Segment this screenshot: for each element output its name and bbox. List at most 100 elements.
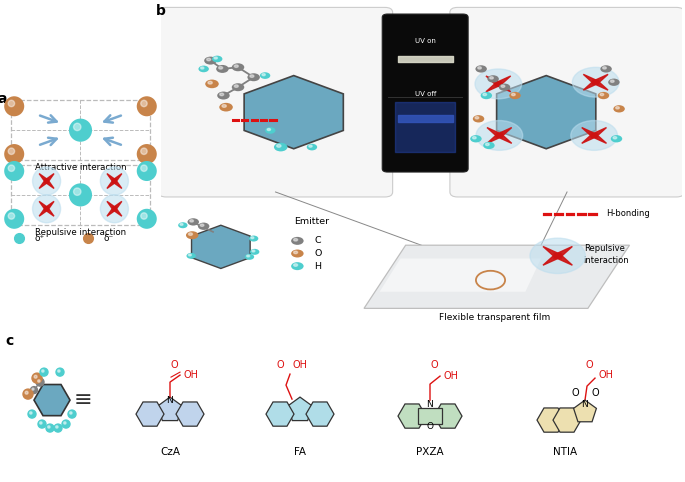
Circle shape [486, 143, 489, 146]
Polygon shape [543, 246, 560, 257]
Polygon shape [584, 81, 598, 90]
Circle shape [509, 92, 521, 99]
Circle shape [4, 96, 24, 116]
Polygon shape [590, 133, 596, 137]
Text: OH: OH [293, 360, 308, 370]
Text: H-bonding: H-bonding [606, 209, 650, 218]
Text: N: N [427, 400, 434, 409]
Polygon shape [553, 408, 581, 432]
Text: H: H [314, 262, 321, 271]
FancyBboxPatch shape [158, 7, 393, 197]
Polygon shape [592, 80, 598, 83]
Circle shape [250, 249, 260, 255]
Circle shape [4, 161, 24, 181]
Polygon shape [594, 74, 608, 83]
Text: Emitter: Emitter [294, 217, 329, 226]
Text: PXZA: PXZA [416, 447, 444, 457]
Circle shape [512, 94, 515, 96]
Polygon shape [113, 201, 122, 210]
Polygon shape [45, 179, 49, 182]
Text: UV on: UV on [415, 38, 436, 44]
Circle shape [483, 94, 486, 96]
Text: δ⁺: δ⁺ [34, 234, 45, 242]
Circle shape [29, 412, 32, 414]
Polygon shape [592, 134, 606, 143]
Polygon shape [136, 402, 164, 426]
Circle shape [600, 94, 603, 96]
Circle shape [38, 420, 46, 428]
Polygon shape [543, 254, 560, 265]
Text: CzA: CzA [160, 447, 180, 457]
Circle shape [603, 67, 606, 69]
Circle shape [220, 93, 224, 96]
Circle shape [247, 73, 260, 81]
Circle shape [473, 115, 484, 122]
Polygon shape [497, 134, 512, 143]
Circle shape [217, 92, 229, 99]
Circle shape [186, 253, 196, 259]
Polygon shape [306, 402, 334, 426]
Circle shape [36, 378, 44, 386]
Circle shape [608, 79, 620, 86]
Circle shape [42, 370, 44, 372]
Text: FA: FA [294, 447, 306, 457]
Text: a: a [0, 93, 7, 107]
Polygon shape [112, 207, 116, 210]
Polygon shape [594, 81, 608, 90]
Text: b: b [155, 4, 166, 18]
Circle shape [475, 117, 479, 119]
Circle shape [251, 237, 254, 239]
Circle shape [73, 123, 81, 131]
Circle shape [600, 65, 612, 73]
Text: O: O [591, 388, 599, 398]
Polygon shape [113, 207, 122, 216]
Circle shape [38, 380, 40, 382]
Circle shape [25, 391, 28, 394]
Circle shape [610, 80, 614, 82]
Circle shape [291, 262, 303, 270]
Circle shape [477, 67, 482, 69]
Circle shape [274, 143, 288, 151]
Polygon shape [497, 76, 596, 149]
Polygon shape [592, 133, 597, 137]
Circle shape [294, 264, 297, 267]
Text: UV off: UV off [414, 91, 436, 97]
Text: OH: OH [184, 370, 199, 380]
FancyBboxPatch shape [450, 7, 684, 197]
Polygon shape [553, 254, 560, 258]
Circle shape [180, 224, 183, 226]
Polygon shape [107, 201, 116, 210]
Circle shape [58, 370, 60, 372]
Circle shape [137, 209, 157, 229]
Polygon shape [107, 180, 116, 188]
Circle shape [28, 410, 36, 418]
Circle shape [198, 223, 210, 230]
Circle shape [481, 92, 492, 99]
Circle shape [204, 56, 216, 65]
Circle shape [46, 424, 54, 432]
Polygon shape [113, 179, 116, 182]
Polygon shape [582, 128, 596, 137]
Circle shape [476, 120, 523, 150]
Text: O: O [276, 360, 284, 370]
Circle shape [265, 127, 275, 134]
Circle shape [8, 100, 14, 107]
Circle shape [232, 83, 245, 91]
Polygon shape [45, 180, 54, 188]
Circle shape [250, 75, 254, 78]
Circle shape [178, 222, 188, 228]
Circle shape [247, 255, 249, 257]
Circle shape [483, 142, 495, 149]
Polygon shape [39, 174, 48, 182]
Circle shape [499, 83, 510, 91]
Circle shape [188, 254, 191, 256]
Polygon shape [45, 207, 48, 211]
Bar [11, 165, 150, 225]
Circle shape [55, 426, 58, 428]
Circle shape [262, 74, 265, 76]
Text: Attractive interaction: Attractive interaction [35, 163, 126, 172]
Text: N: N [582, 400, 588, 409]
Circle shape [530, 238, 586, 273]
Circle shape [307, 144, 317, 150]
Circle shape [613, 105, 625, 112]
